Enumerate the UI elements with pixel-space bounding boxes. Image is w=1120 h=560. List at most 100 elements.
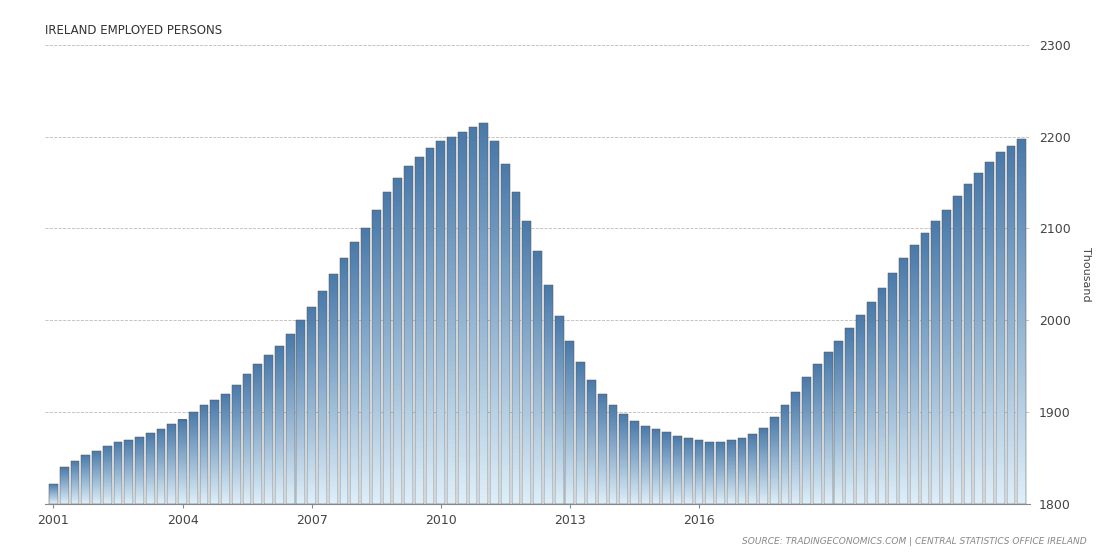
Bar [932, 391, 940, 394]
Bar [598, 417, 607, 418]
Bar [867, 350, 876, 352]
Bar [92, 458, 101, 459]
Bar [157, 483, 166, 484]
Bar [846, 442, 855, 445]
Bar [512, 242, 521, 246]
Bar [437, 404, 445, 409]
Bar [909, 297, 918, 300]
Bar [694, 447, 703, 448]
Bar [932, 320, 940, 324]
Bar [307, 383, 316, 385]
Bar [963, 452, 972, 456]
Bar [619, 440, 628, 441]
Bar [232, 456, 241, 458]
Bar [404, 187, 413, 192]
Bar [383, 227, 391, 231]
Bar [909, 388, 918, 391]
Bar [124, 484, 133, 485]
Bar [759, 461, 768, 462]
Bar [232, 466, 241, 468]
Bar [103, 461, 112, 462]
Bar [877, 428, 886, 431]
Bar [781, 495, 790, 497]
Bar [748, 435, 757, 436]
Bar [566, 463, 575, 465]
Bar [393, 353, 402, 357]
Bar [759, 477, 768, 478]
Bar [953, 227, 962, 231]
Bar [662, 469, 671, 470]
Bar [404, 483, 413, 487]
Bar [253, 445, 262, 446]
Bar [963, 424, 972, 428]
Bar [953, 239, 962, 242]
Bar [82, 467, 90, 468]
Bar [468, 217, 477, 222]
Bar [953, 354, 962, 358]
Bar [414, 304, 423, 309]
Bar [351, 501, 360, 504]
Bar [554, 428, 563, 431]
Bar [986, 474, 993, 478]
Bar [986, 307, 993, 312]
Bar [146, 502, 155, 503]
Bar [286, 366, 295, 368]
Bar [727, 493, 736, 494]
Bar [286, 349, 295, 351]
Bar [662, 450, 671, 451]
Bar [307, 351, 316, 353]
Bar [426, 357, 435, 361]
Bar [383, 235, 391, 239]
Bar [1017, 404, 1026, 408]
Bar [414, 356, 423, 361]
Bar [544, 340, 553, 343]
Bar [942, 375, 951, 379]
Bar [82, 484, 90, 485]
Bar [974, 492, 983, 496]
Bar [867, 456, 876, 459]
Bar [544, 446, 553, 449]
Bar [426, 393, 435, 397]
Bar [684, 484, 692, 485]
Bar [211, 496, 220, 497]
Bar [458, 220, 467, 225]
Bar [921, 403, 930, 406]
Bar [339, 384, 348, 387]
Bar [491, 150, 500, 155]
Bar [361, 301, 370, 304]
Bar [544, 318, 553, 321]
Bar [641, 494, 650, 495]
Bar [243, 473, 252, 475]
Bar [491, 409, 500, 413]
Bar [813, 417, 822, 418]
Bar [221, 409, 230, 410]
Bar [781, 419, 790, 421]
Bar [404, 225, 413, 230]
Bar [426, 361, 435, 366]
Bar [867, 352, 876, 355]
Bar [92, 501, 101, 502]
Bar [274, 372, 283, 374]
Bar [706, 469, 715, 470]
Bar [512, 324, 521, 328]
Bar [631, 489, 638, 491]
Bar [512, 286, 521, 290]
Bar [468, 494, 477, 500]
Bar [468, 269, 477, 273]
Bar [113, 478, 122, 479]
Bar [189, 466, 198, 467]
Bar [232, 432, 241, 434]
Bar [888, 380, 897, 382]
Bar [468, 438, 477, 443]
Bar [458, 146, 467, 151]
Bar [598, 472, 607, 474]
Bar [307, 460, 316, 462]
Bar [802, 423, 811, 425]
Bar [662, 433, 671, 434]
Bar [178, 493, 187, 494]
Bar [662, 486, 671, 487]
Bar [103, 488, 112, 489]
Bar [716, 446, 725, 447]
Bar [264, 489, 273, 491]
Bar [264, 476, 273, 478]
